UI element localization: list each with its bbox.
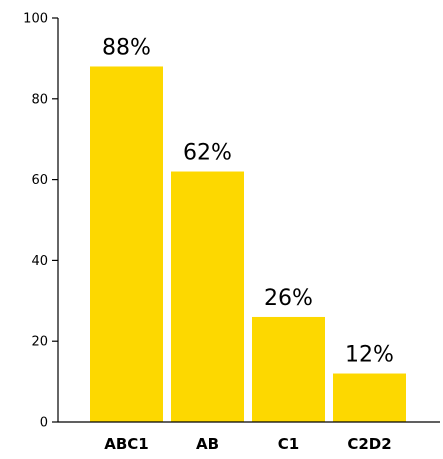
bar-c1 (252, 316, 325, 422)
y-tick-label: 40 (31, 254, 48, 269)
y-tick-label: 0 (40, 416, 48, 431)
data-labels: 88% 62% 26% 12% (102, 35, 394, 367)
bar-ab (171, 171, 244, 422)
y-tick-label: 100 (23, 12, 48, 27)
data-label: 12% (345, 343, 394, 368)
bar-c2d2 (333, 373, 406, 422)
bar-abc1 (90, 66, 163, 422)
x-tick-label: ABC1 (104, 435, 149, 453)
x-tick-label: AB (196, 435, 219, 453)
data-label: 26% (264, 286, 313, 311)
data-label: 88% (102, 35, 151, 60)
x-axis: ABC1 AB C1 C2D2 (58, 421, 440, 453)
y-tick-label: 80 (31, 92, 48, 107)
x-tick-label: C2D2 (347, 435, 391, 453)
bars (90, 66, 406, 422)
y-axis: 0 20 40 60 80 100 (23, 12, 59, 431)
y-tick-label: 60 (31, 173, 48, 188)
data-label: 62% (183, 141, 232, 166)
x-tick-label: C1 (278, 435, 299, 453)
y-tick-label: 20 (31, 335, 48, 350)
